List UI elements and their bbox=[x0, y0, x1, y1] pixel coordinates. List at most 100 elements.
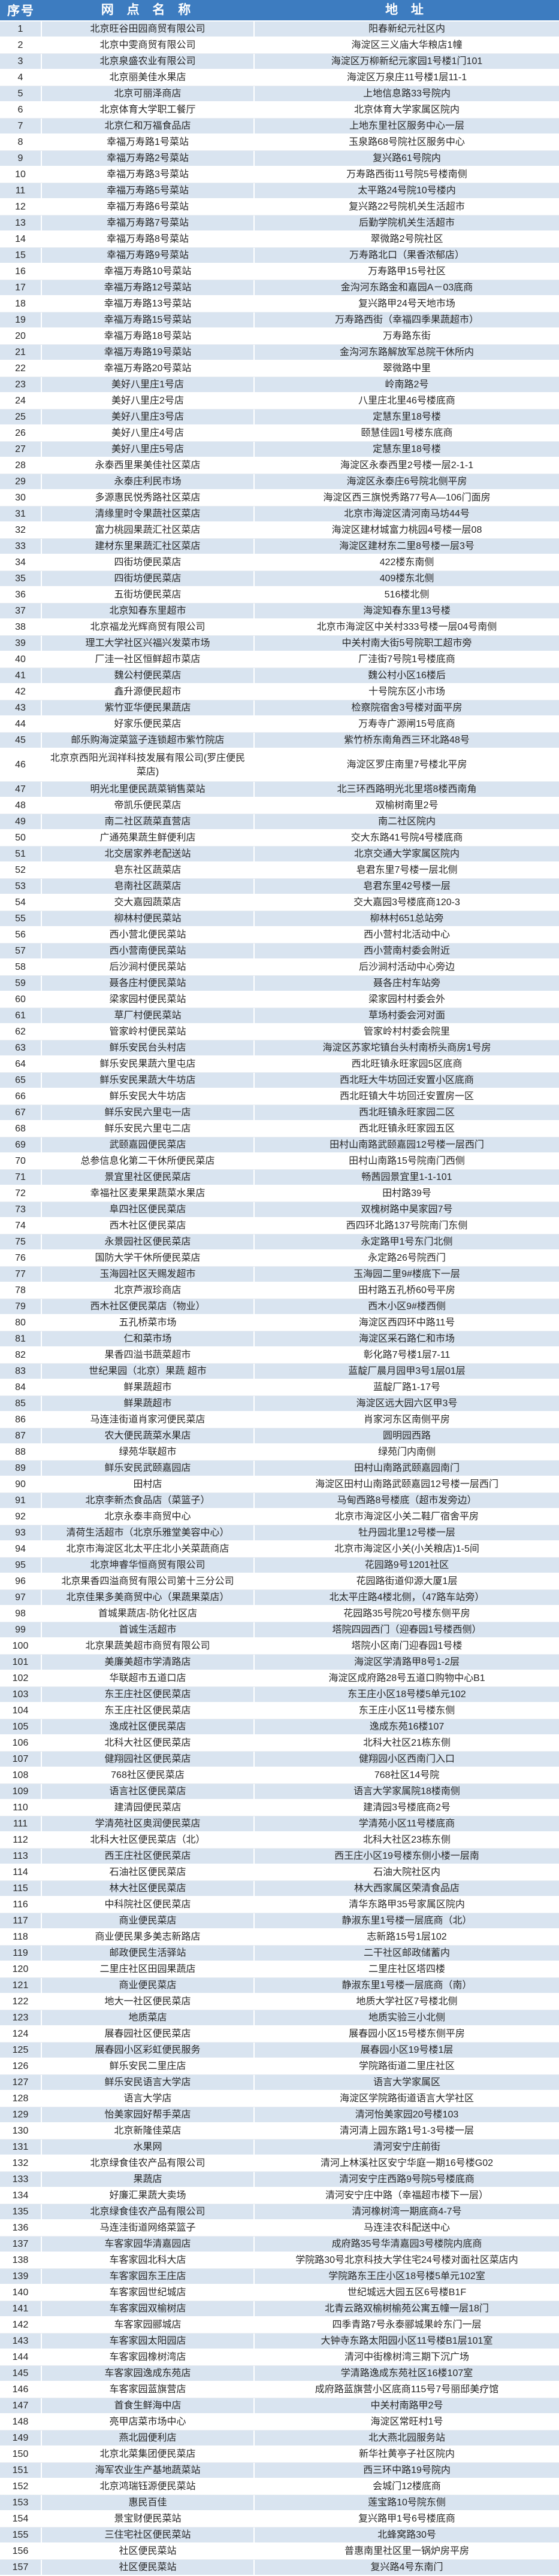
cell-address: 柳林村651总站旁 bbox=[370, 913, 444, 924]
table-row: 130 北京新隆佳菜店 清河清上园东路1号1-3号楼一层 bbox=[0, 2123, 559, 2140]
table-row: 14 幸福万寿路8号菜站 翠微路2号院社区 bbox=[0, 232, 559, 248]
cell-name: 四街坊便民菜店 bbox=[42, 555, 255, 571]
cell-name: 车客家园郦城店 bbox=[42, 2317, 255, 2333]
cell-address: 地质实验三小北侧 bbox=[368, 2012, 445, 2023]
cell-address: 厂洼街7号院1号楼底商 bbox=[358, 654, 455, 665]
cell-index: 124 bbox=[0, 2026, 42, 2042]
table-row: 111 学清苑社区奥润便民菜店 学清苑小区11号楼底商 bbox=[0, 1816, 559, 1832]
table-row: 131 水果网 清河安宁庄前街 bbox=[0, 2140, 559, 2156]
cell-name: 海军农业生产基地蔬菜站 bbox=[42, 2463, 255, 2478]
cell-name: 鑫升源便民超市 bbox=[42, 684, 255, 700]
cell-index: 15 bbox=[0, 248, 42, 263]
cell-address: 万寿路甲15号社区 bbox=[368, 266, 446, 277]
cell-address: 海淀区学院路街道语言大学社区 bbox=[339, 2093, 474, 2104]
cell-address: 海淀区永泰西里2号楼一层2-1-1 bbox=[340, 460, 474, 471]
cell-name: 车客家园北科大店 bbox=[42, 2253, 255, 2268]
cell-address: 北京市海淀区中关村333号楼一层04号南侧 bbox=[316, 622, 497, 633]
cell-index: 53 bbox=[0, 879, 42, 894]
table-row: 74 西木社区便民菜店 西四环北路137号院南门东侧 bbox=[0, 1218, 559, 1234]
table-row: 76 国防大学干休所便民菜店 永定路26号院西门 bbox=[0, 1251, 559, 1267]
cell-index: 125 bbox=[0, 2043, 42, 2058]
table-row: 9 幸福万寿路2号菜站 复兴路61号院内 bbox=[0, 151, 559, 167]
cell-name: 美好八里庄2号店 bbox=[42, 393, 255, 409]
cell-index: 86 bbox=[0, 1412, 42, 1428]
table-row: 84 鲜果蔬超市 蓝靛厂路1-17号 bbox=[0, 1380, 559, 1396]
table-row: 67 鲜乐安民六里屯一店 西北旺镇永旺家园二区 bbox=[0, 1105, 559, 1121]
cell-index: 45 bbox=[0, 733, 42, 748]
table-row: 15 幸福万寿路9号菜站 万寿路北口（果香浓郁店） bbox=[0, 248, 559, 264]
cell-index: 3 bbox=[0, 54, 42, 69]
cell-name: 北京永泰丰商贸中心 bbox=[42, 1509, 255, 1525]
cell-address: 逸成东苑16楼107 bbox=[369, 1721, 445, 1732]
cell-index: 59 bbox=[0, 976, 42, 991]
cell-name: 明光北里便民蔬菜销售菜站 bbox=[42, 782, 255, 797]
table-row: 1 北京旺谷田园商贸有限公司 阳春新纪元社区内 bbox=[0, 22, 559, 38]
cell-index: 68 bbox=[0, 1121, 42, 1137]
cell-index: 154 bbox=[0, 2511, 42, 2527]
cell-address: 南二社区院内 bbox=[377, 816, 436, 827]
cell-address: 田村山南路武颐嘉园南门 bbox=[353, 1463, 460, 1473]
cell-index: 120 bbox=[0, 1962, 42, 1977]
cell-address: 海淀知春东里13号楼 bbox=[363, 605, 451, 616]
cell-address: 蓝靛厂晨月园甲3号1层01层 bbox=[348, 1366, 466, 1376]
cell-address: 二干社区邮政储蓄内 bbox=[363, 1947, 450, 1958]
cell-address: 海淀区罗庄南里7号楼北平房 bbox=[346, 760, 467, 770]
table-row: 37 北京知春东里超市 海淀知春东里13号楼 bbox=[0, 603, 559, 620]
cell-name: 商业便民果多美志新路店 bbox=[42, 1929, 255, 1945]
cell-address: 检察院宿舍3号楼对面平房 bbox=[351, 702, 463, 713]
cell-address: 海淀区建材城富力桃园4号楼一层08 bbox=[331, 525, 482, 536]
cell-index: 66 bbox=[0, 1089, 42, 1105]
cell-address: 田村路五孔桥60号平房 bbox=[358, 1285, 455, 1296]
cell-name: 果香四溢书蔬菜超市 bbox=[42, 1348, 255, 1363]
table-row: 107 健翔园社区便民菜店 健翔园小区西南门入口 bbox=[0, 1752, 559, 1768]
table-row: 141 车客家园双榆树店 北青云路双榆树榆苑公寓五幢一层18门 bbox=[0, 2301, 559, 2317]
cell-name: 鲜果蔬超市 bbox=[42, 1380, 255, 1395]
cell-name: 二里庄社区田园果蔬店 bbox=[42, 1962, 255, 1977]
cell-name: 仁和菜市场 bbox=[42, 1331, 255, 1346]
table-row: 75 永景园社区便民菜店 永定路甲1号东门北侧 bbox=[0, 1234, 559, 1251]
cell-name: 北京可丽泽商店 bbox=[42, 86, 255, 101]
table-row: 143 车客家园太阳园店 大钟寺东路太阳园小区11号楼B1层101室 bbox=[0, 2334, 559, 2350]
cell-index: 144 bbox=[0, 2350, 42, 2365]
cell-index: 29 bbox=[0, 474, 42, 489]
table-row: 144 车客家园橡树湾店 清河中街橡树湾三期下沉广场 bbox=[0, 2350, 559, 2366]
cell-name: 田村店 bbox=[42, 1477, 255, 1492]
cell-name: 鲜乐安民二里庄店 bbox=[42, 2059, 255, 2074]
table-row: 34 四街坊便民菜店 422楼东南侧 bbox=[0, 555, 559, 571]
cell-address: 清河安宁庄前街 bbox=[373, 2141, 440, 2152]
cell-name: 西木社区便民菜店（物业） bbox=[42, 1299, 255, 1314]
table-row: 55 柳林村便民菜站 柳林村651总站旁 bbox=[0, 911, 559, 927]
cell-name: 水果网 bbox=[42, 2140, 255, 2155]
cell-address: 学院路东王庄小区18号楼5单元102室 bbox=[328, 2271, 485, 2281]
cell-name: 鲜乐安民台头村店 bbox=[42, 1040, 255, 1055]
cell-index: 8 bbox=[0, 135, 42, 150]
cell-address: 圆明园西路 bbox=[382, 1430, 431, 1441]
cell-index: 50 bbox=[0, 830, 42, 846]
cell-address: 塔院四园西门（迎春园1号楼西侧） bbox=[332, 1624, 482, 1635]
cell-index: 42 bbox=[0, 684, 42, 700]
cell-name: 车客家园橡树湾店 bbox=[42, 2350, 255, 2365]
table-row: 3 北京泉盛农业有限公司 海淀区万柳新纪元家园1号楼1门101 bbox=[0, 54, 559, 70]
table-row: 136 马连洼街道网络菜篮子 马连洼农科配送中心 bbox=[0, 2220, 559, 2237]
cell-name: 逸成社区便民菜店 bbox=[42, 1719, 255, 1734]
cell-name: 语言大学店 bbox=[42, 2091, 255, 2107]
cell-index: 110 bbox=[0, 1800, 42, 1816]
cell-index: 35 bbox=[0, 571, 42, 586]
table-row: 53 皂南社区蔬菜店 皂君东里42号楼一层 bbox=[0, 879, 559, 895]
cell-address: 清河中街橡树湾三期下沉广场 bbox=[344, 2352, 469, 2363]
table-row: 124 展春园社区便民菜店 展春园小区15号楼东侧平房 bbox=[0, 2026, 559, 2043]
header-name: 网 点 名 称 bbox=[101, 2, 196, 17]
cell-address: 海淀区建材东二里8号楼一层3号 bbox=[339, 541, 475, 551]
cell-name: 梁家园村便民菜站 bbox=[42, 992, 255, 1008]
cell-index: 96 bbox=[0, 1574, 42, 1589]
cell-name: 北京坤睿华恒商贸有限公司 bbox=[42, 1558, 255, 1573]
table-row: 146 车客家园蓝旗营店 成府路蓝旗营小区底商115号7号丽邸美疗馆 bbox=[0, 2382, 559, 2398]
table-row: 123 地质菜店 地质实验三小北侧 bbox=[0, 2010, 559, 2026]
cell-name: 幸福万寿路9号菜站 bbox=[42, 248, 255, 263]
cell-index: 113 bbox=[0, 1849, 42, 1864]
cell-address: 玉海园二里9#楼底下一层 bbox=[353, 1269, 460, 1279]
cell-address: 塔院小区南门迎春园1号楼 bbox=[351, 1641, 463, 1652]
cell-address: 魏公村小区16楼后 bbox=[368, 670, 446, 681]
table-row: 122 地大一社区便民菜店 地质大学社区7号楼北侧 bbox=[0, 1994, 559, 2010]
table-row: 36 五街坊便民菜店 516楼北侧 bbox=[0, 587, 559, 603]
